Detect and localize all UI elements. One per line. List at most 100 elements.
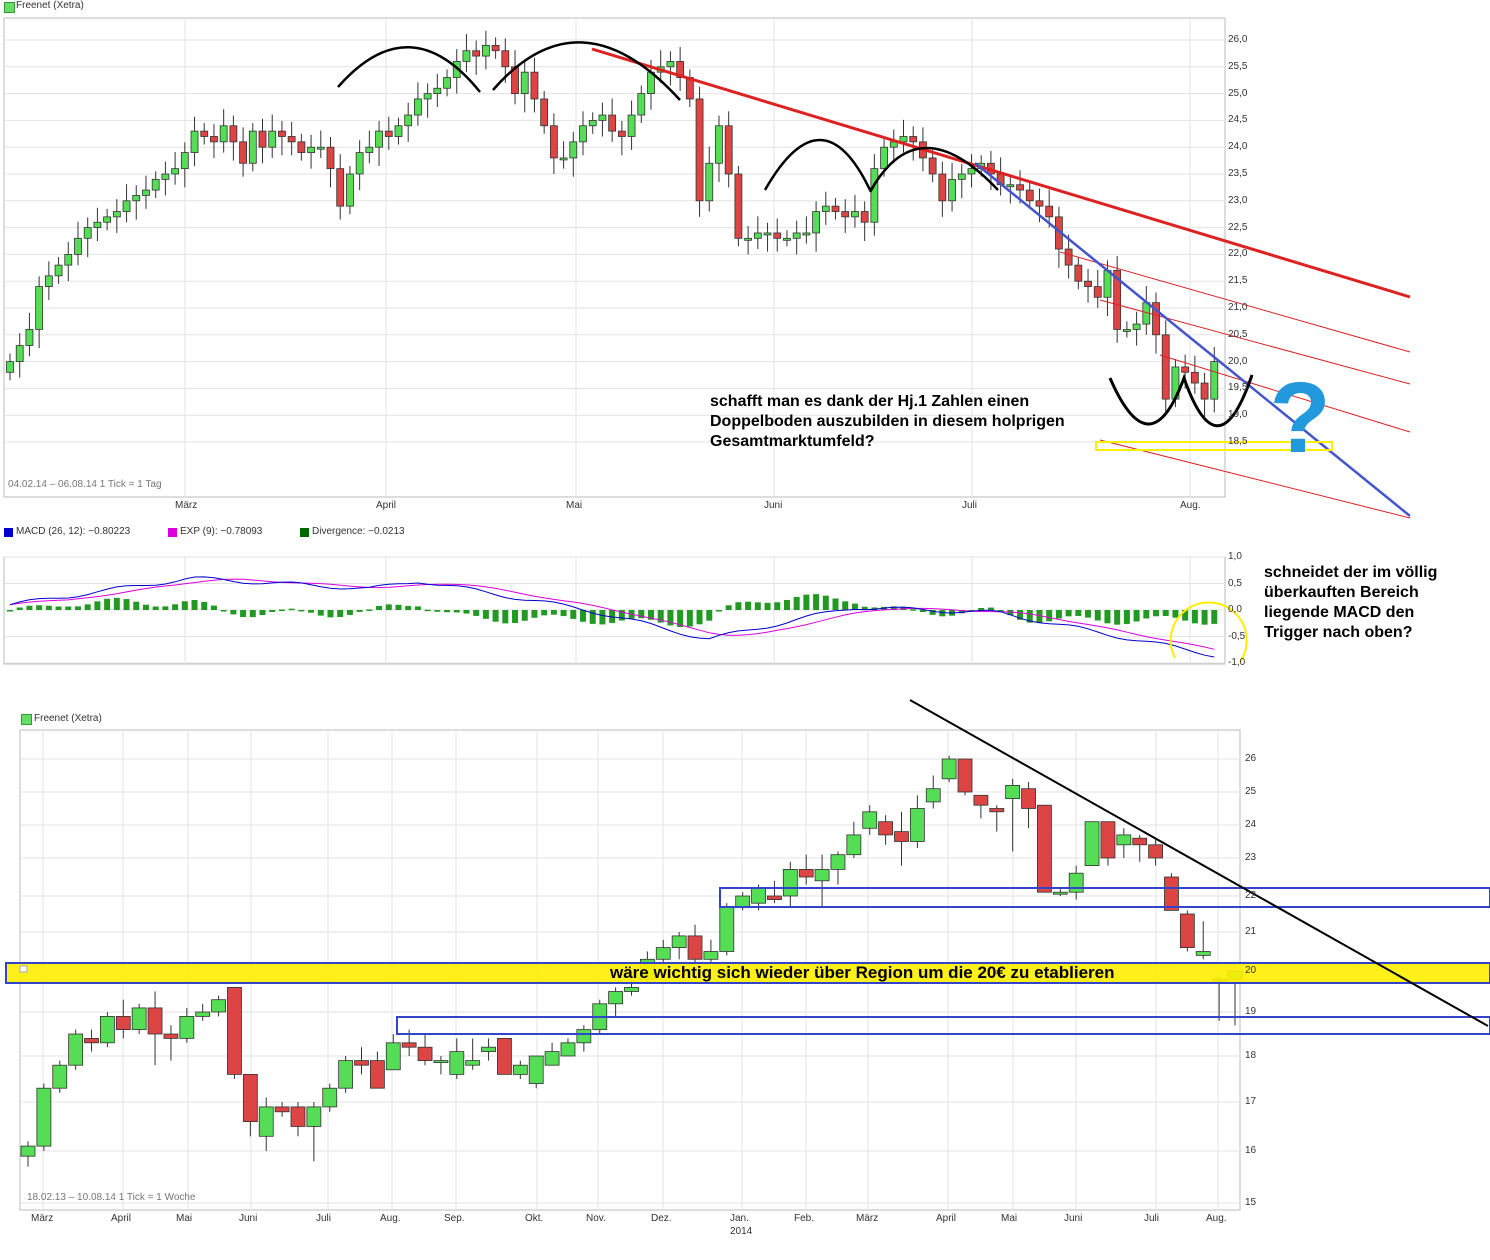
daily-candle-up [375, 130, 383, 148]
divergence-bar [580, 610, 587, 622]
weekly-candle-down [1148, 844, 1163, 859]
divergence-bar [861, 606, 868, 610]
daily-candle-up [744, 237, 753, 241]
black-downtrend-line [909, 699, 1489, 1027]
divergence-bar [142, 604, 149, 610]
daily-candle-down [540, 98, 549, 127]
bottom-x-tick-label: März [31, 1213, 54, 1224]
bottom-x-tick-label: März [856, 1213, 879, 1224]
weekly-candle-up [36, 1087, 52, 1147]
daily-candle-up [1132, 323, 1141, 330]
bottom-y-tick-label: 26 [1245, 753, 1257, 764]
weekly-candle-down [497, 1038, 512, 1075]
weekly-candle-up [1116, 834, 1132, 846]
divergence-bar [366, 609, 373, 611]
top-chart-title: Freenet (Xetra) [16, 0, 84, 11]
divergence-bar [1133, 610, 1140, 622]
top-y-tick-label: 25,0 [1228, 87, 1248, 99]
bottom-y-tick-label: 25 [1245, 786, 1257, 797]
daily-candle-up [112, 211, 121, 218]
weekly-candle-up [1052, 891, 1068, 895]
divergence-bar [230, 610, 237, 615]
macd-legend-swatch [4, 528, 13, 537]
top-y-tick-label: 22,5 [1228, 221, 1248, 233]
divergence-bar [609, 610, 616, 623]
divergence-bar [929, 610, 936, 615]
daily-candle-up [346, 173, 354, 207]
daily-candle-up [307, 146, 315, 153]
divergence-bar [745, 601, 752, 610]
divergence-bar [939, 610, 946, 617]
divergence-bar [104, 598, 111, 610]
divergence-bar [1143, 610, 1150, 619]
bottom-y-tick-label: 21 [1245, 926, 1257, 937]
weekly-candle-up [179, 1016, 195, 1039]
divergence-bar [434, 610, 441, 612]
daily-candle-up [637, 93, 646, 116]
weekly-candle-down [767, 895, 782, 900]
top-x-tick-label: Juli [962, 500, 978, 511]
divergence-bar [240, 610, 247, 618]
red-channel-line [1099, 299, 1411, 385]
divergence-bar [890, 606, 897, 610]
bottom-x-tick-label: Feb. [794, 1213, 815, 1224]
bottom-chart-title-icon [21, 714, 32, 725]
divergence-bar [94, 601, 101, 610]
daily-candle-up [25, 329, 34, 346]
daily-candle-up [180, 152, 189, 170]
weekly-candle-up [703, 951, 719, 960]
bottom-x-tick-label: Juni [1064, 1213, 1083, 1224]
weekly-candle-up [385, 1042, 401, 1071]
weekly-candle-down [1164, 876, 1179, 911]
daily-candle-up [880, 146, 888, 170]
weekly-candle-up [544, 1051, 560, 1066]
top-x-tick-label: März [175, 500, 198, 511]
bottom-x-tick-label: Juli [316, 1213, 332, 1224]
divergence-bar [1114, 610, 1121, 625]
divergence-bar [512, 610, 519, 624]
divergence-bar [152, 606, 159, 610]
daily-candle-up [93, 221, 102, 229]
weekly-candle-up [941, 758, 957, 780]
daily-candle-up [598, 114, 607, 121]
pattern-arc [492, 41, 681, 101]
divergence-bar [269, 610, 276, 612]
bottom-x-tick-label: Aug. [380, 1213, 401, 1224]
resistance-zone-20 [5, 962, 1490, 984]
bottom-x-tick-label: Sep. [444, 1213, 465, 1224]
daily-candle-down [229, 125, 238, 143]
divergence-bar [65, 606, 72, 610]
top-annotation: schafft man es dank der Hj.1 Zahlen eine… [710, 393, 1065, 450]
daily-candle-up [851, 211, 859, 218]
divergence-bar [162, 606, 169, 610]
daily-candle-up [423, 93, 432, 100]
divergence-bar [1046, 610, 1053, 622]
daily-candle-down [239, 141, 247, 164]
weekly-candle-down [274, 1106, 290, 1113]
divergence-bar [618, 610, 625, 621]
bottom-x-tick-label: Juni [239, 1213, 258, 1224]
bottom-y-tick-label: 23 [1245, 852, 1257, 863]
exp-legend-label: EXP (9): −0.78093 [180, 526, 263, 537]
weekly-candle-down [1100, 821, 1116, 859]
daily-candle-down [938, 173, 947, 202]
bottom-annotation: wäre wichtig sich wieder über Region um … [610, 963, 1115, 982]
daily-candle-up [957, 173, 966, 180]
divergence-bar [822, 595, 829, 610]
pattern-arc [763, 138, 872, 191]
bottom-x-tick-label: Mai [1001, 1213, 1018, 1224]
macd-legend-label: MACD (26, 12): −0.80223 [16, 526, 131, 537]
weekly-candle-up [512, 1064, 528, 1075]
divergence-bar [463, 610, 470, 614]
top-y-tick-label: 19,5 [1228, 382, 1248, 394]
top-chart-range: 04.02.14 – 06.08.14 1 Tick = 1 Tag [8, 479, 162, 490]
divergence-bar [1153, 610, 1160, 617]
daily-candle-up [64, 253, 73, 266]
daily-candle-down [336, 168, 345, 207]
divergence-bar [249, 610, 256, 618]
weekly-candle-up [195, 1011, 211, 1017]
weekly-candle-down [147, 1007, 163, 1035]
divergence-bar [793, 596, 800, 610]
divergence-bar [84, 604, 91, 610]
weekly-candle-down [369, 1060, 385, 1089]
